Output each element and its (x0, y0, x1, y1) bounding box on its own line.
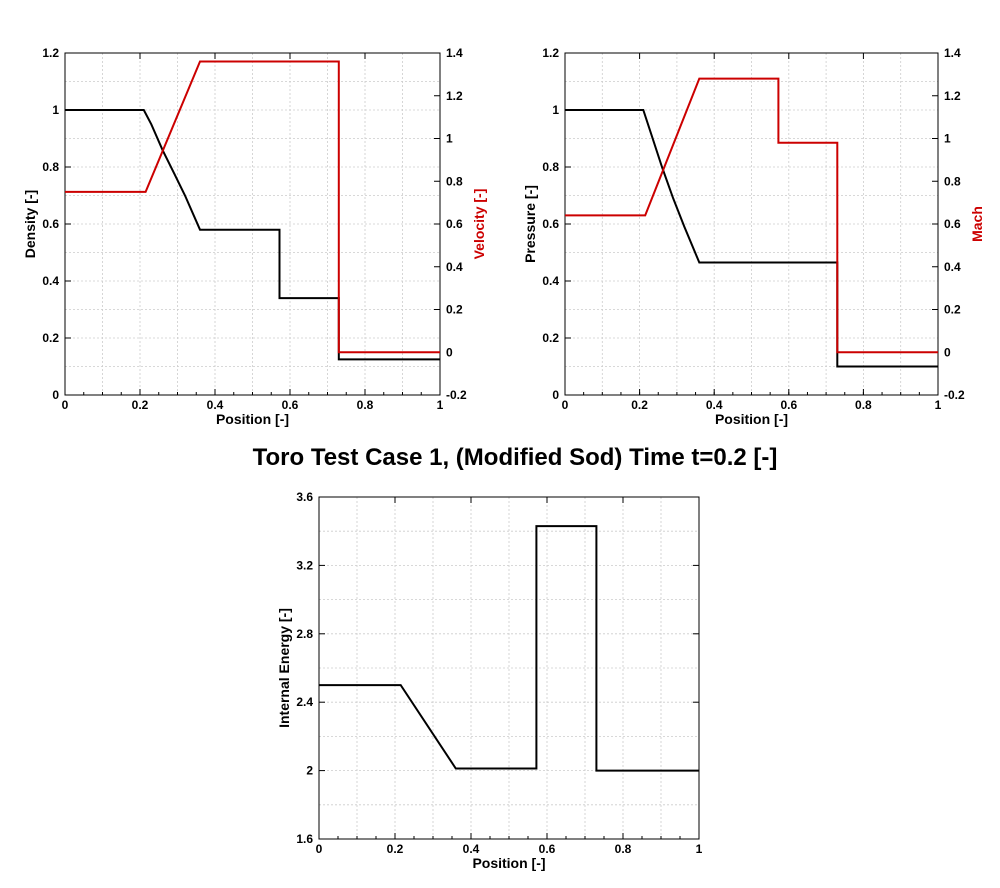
chart-1-y-tick-label: 0 (552, 388, 559, 402)
chart-2-x-axis-label: Position [-] (472, 855, 545, 871)
chart-0-x-tick-label: 0 (62, 398, 69, 412)
density-velocity-chart: 0 0.2 0.4 0.6 0.8 1 0 0.2 0.4 0.6 0.8 1 1.2 -0.2 0 0.2 0… (22, 46, 487, 427)
chart-1-y-tick-label: 0.2 (542, 331, 559, 345)
chart-1-y2-tick-label: -0.2 (944, 388, 965, 402)
chart-0-y2-tick-label: 0.2 (446, 303, 463, 317)
chart-1-x-tick-label: 0.8 (855, 398, 872, 412)
chart-0-x-tick-label: 0.2 (132, 398, 149, 412)
chart-0-y-tick-label: 0.4 (42, 274, 59, 288)
chart-0-y2-tick-label: 0 (446, 345, 453, 359)
chart-2-y-tick-label: 1.6 (296, 832, 313, 846)
chart-0-x-tick-label: 0.4 (207, 398, 224, 412)
chart-1-y-tick-label: 1 (552, 103, 559, 117)
chart-2-y-axis-label: Internal Energy [-] (276, 608, 292, 728)
chart-1-y-tick-label: 1.2 (542, 46, 559, 60)
chart-1-x-tick-label: 0 (562, 398, 569, 412)
chart-2-series-0-line (319, 525, 699, 772)
chart-1-y2-axis-label: Mach (969, 206, 985, 242)
chart-0-y-tick-label: 0.2 (42, 331, 59, 345)
chart-1-x-tick-label: 0.4 (706, 398, 723, 412)
chart-1-x-tick-label: 0.6 (780, 398, 797, 412)
chart-0-x-tick-label: 1 (437, 398, 444, 412)
chart-0-x-tick-label: 0.8 (357, 398, 374, 412)
internal-energy-chart: 0 0.2 0.4 0.6 0.8 1 1.6 2 2.4 2.8 3.2 3.6 Position [… (276, 490, 703, 871)
pressure-mach-chart: 0 0.2 0.4 0.6 0.8 1 0 0.2 0.4 0.6 0.8 1 1.2 -0.2 0 0.2 0… (522, 46, 985, 427)
chart-2-x-tick-label: 0 (316, 842, 323, 856)
chart-0-y2-axis-label: Velocity [-] (471, 189, 487, 260)
chart-1-y2-tick-label: 0 (944, 345, 951, 359)
chart-2-y-tick-label: 3.6 (296, 490, 313, 504)
chart-1-y2-tick-label: 0.2 (944, 303, 961, 317)
chart-1-y2-tick-label: 0.8 (944, 174, 961, 188)
chart-1-x-axis-label: Position [-] (715, 411, 788, 427)
chart-1-y2-tick-label: 1.4 (944, 46, 961, 60)
chart-1-series-1-line (565, 77, 938, 354)
chart-2-y-tick-label: 3.2 (296, 558, 313, 572)
chart-2-y-tick-label: 2.8 (296, 627, 313, 641)
chart-1-x-tick-label: 1 (935, 398, 942, 412)
chart-1-y2-tick-label: 0.6 (944, 217, 961, 231)
chart-1-y-tick-label: 0.8 (542, 160, 559, 174)
chart-0-y-tick-label: 0.8 (42, 160, 59, 174)
chart-2-x-tick-label: 0.8 (615, 842, 632, 856)
chart-2-x-tick-label: 0.4 (463, 842, 480, 856)
chart-1-y2-tick-label: 0.4 (944, 260, 961, 274)
chart-0-y-tick-label: 1.2 (42, 46, 59, 60)
chart-0-y-tick-label: 0.6 (42, 217, 59, 231)
chart-1-x-tick-label: 0.2 (631, 398, 648, 412)
chart-2-x-tick-label: 0.2 (387, 842, 404, 856)
chart-1-y2-tick-label: 1 (944, 132, 951, 146)
chart-0-y2-tick-label: -0.2 (446, 388, 467, 402)
chart-0-x-axis-label: Position [-] (216, 411, 289, 427)
chart-0-y2-tick-label: 0.8 (446, 174, 463, 188)
chart-2-x-tick-label: 0.6 (539, 842, 556, 856)
chart-1-y-tick-label: 0.4 (542, 274, 559, 288)
chart-0-series-1-line (65, 60, 440, 354)
chart-1-y-tick-label: 0.6 (542, 217, 559, 231)
chart-2-y-tick-label: 2 (306, 764, 313, 778)
chart-2-y-tick-label: 2.4 (296, 695, 313, 709)
chart-0-y-axis-label: Density [-] (22, 190, 38, 258)
figure-title: Toro Test Case 1, (Modified Sod) Time t=… (253, 444, 778, 471)
chart-0-y2-tick-label: 1 (446, 132, 453, 146)
chart-2-x-tick-label: 1 (696, 842, 703, 856)
chart-0-y2-tick-label: 0.6 (446, 217, 463, 231)
chart-0-x-tick-label: 0.6 (282, 398, 299, 412)
chart-0-y2-tick-label: 1.4 (446, 46, 463, 60)
chart-0-y2-tick-label: 0.4 (446, 260, 463, 274)
chart-0-y2-tick-label: 1.2 (446, 89, 463, 103)
chart-0-y-tick-label: 0 (52, 388, 59, 402)
chart-0-y-tick-label: 1 (52, 103, 59, 117)
chart-1-y2-tick-label: 1.2 (944, 89, 961, 103)
chart-1-y-axis-label: Pressure [-] (522, 185, 538, 263)
